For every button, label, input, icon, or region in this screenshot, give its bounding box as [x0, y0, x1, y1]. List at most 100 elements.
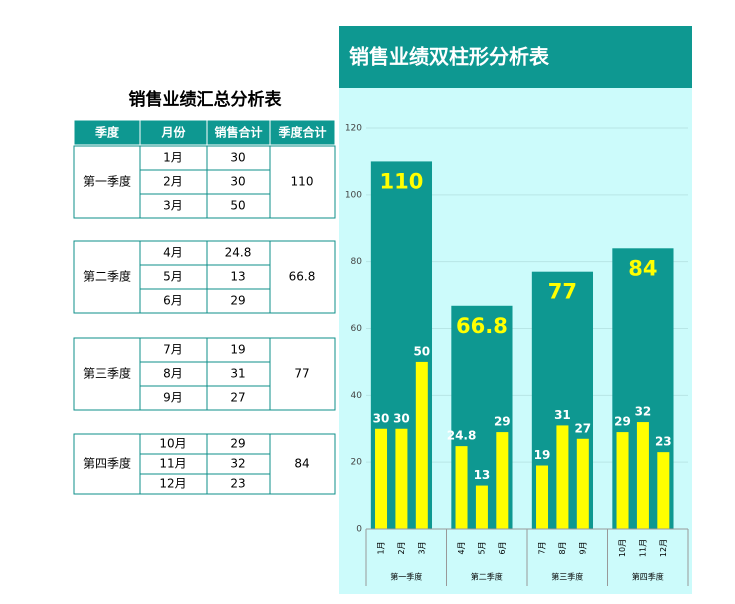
month-value: 30	[393, 411, 410, 425]
month-value: 19	[534, 448, 551, 462]
quarter-label: 84	[628, 256, 657, 280]
header-cell	[269, 119, 336, 146]
month-bar	[616, 432, 629, 529]
quarter-cell: 第三季度	[83, 366, 131, 381]
sales-cell: 30	[230, 175, 245, 189]
x-tick-label: 12月	[659, 539, 668, 557]
y-tick-label: 100	[345, 190, 362, 200]
x-tick-label: 4月	[457, 541, 466, 554]
month-value: 29	[614, 415, 631, 429]
month-bar	[415, 361, 428, 529]
month-cell: 1月	[163, 151, 183, 165]
month-cell: 3月	[163, 199, 183, 213]
month-bar	[576, 438, 589, 529]
x-tick-label: 5月	[477, 541, 486, 554]
month-bar	[536, 465, 549, 529]
total-cell: 110	[291, 175, 314, 189]
x-tick-label: 3月	[417, 541, 426, 554]
sales-cell: 27	[230, 391, 245, 405]
quarter-cell: 第一季度	[83, 174, 131, 189]
quarter-label: 77	[548, 280, 577, 304]
quarter-label: 66.8	[456, 314, 508, 338]
chart-title-band	[339, 26, 692, 88]
month-cell: 2月	[163, 175, 183, 189]
y-tick-label: 40	[351, 391, 363, 401]
y-tick-label: 80	[351, 257, 363, 267]
month-value: 32	[635, 405, 652, 419]
header-cell	[73, 119, 141, 146]
month-bar	[395, 428, 408, 529]
month-cell: 6月	[163, 294, 183, 308]
x-tick-label: 11月	[638, 539, 647, 557]
block-border	[73, 145, 336, 219]
x-tick-label: 10月	[618, 539, 627, 557]
month-value: 23	[655, 435, 672, 449]
x-tick-label: 6月	[498, 541, 507, 554]
x-tick-label: 7月	[538, 541, 547, 554]
group-label: 第二季度	[471, 572, 503, 582]
month-bar	[475, 485, 488, 529]
month-value: 27	[574, 421, 591, 435]
month-cell: 4月	[163, 246, 183, 260]
y-tick-label: 20	[351, 458, 363, 468]
header-text: 月份	[160, 125, 186, 140]
table-title: 销售业绩汇总分析表	[129, 89, 283, 110]
block-border	[73, 337, 336, 411]
header-text: 季度合计	[277, 125, 326, 140]
sales-cell: 32	[230, 457, 245, 471]
block-border	[73, 240, 336, 314]
sales-cell: 29	[230, 294, 245, 308]
plot: 0 20 40 60 80 100 120 110 第一季度 30 1月 30 2月 50 3月 66.8 第二…	[345, 124, 689, 586]
y-tick-label: 0	[356, 525, 362, 535]
x-tick-label: 8月	[558, 541, 567, 554]
group-label: 第四季度	[632, 572, 664, 582]
y-tick-label: 60	[351, 324, 363, 334]
month-bar	[455, 446, 468, 529]
month-cell: 7月	[163, 343, 183, 357]
month-cell: 5月	[163, 270, 183, 284]
header-text: 季度	[94, 125, 120, 140]
group-label: 第三季度	[551, 572, 583, 582]
block-border	[73, 433, 336, 495]
y-tick-label: 120	[345, 124, 362, 134]
x-tick-label: 9月	[578, 541, 587, 554]
quarter-cell: 第二季度	[83, 269, 131, 284]
month-value: 29	[494, 415, 511, 429]
x-tick-label: 2月	[397, 541, 406, 554]
sales-cell: 29	[230, 437, 245, 451]
total-cell: 66.8	[289, 270, 316, 284]
header-text: 销售合计	[214, 125, 262, 140]
sales-cell: 50	[230, 199, 245, 213]
quarter-label: 110	[379, 169, 423, 193]
month-bar	[496, 432, 509, 529]
group-label: 第一季度	[390, 572, 422, 582]
total-cell: 77	[294, 367, 309, 381]
month-value: 31	[554, 408, 571, 422]
sales-cell: 24.8	[225, 246, 252, 260]
month-cell: 10月	[159, 437, 186, 451]
header-cell	[139, 119, 208, 146]
month-bar	[556, 425, 569, 529]
header-cell	[206, 119, 271, 146]
sales-cell: 23	[230, 477, 245, 491]
month-cell: 11月	[159, 457, 186, 471]
sales-cell: 31	[230, 367, 245, 381]
month-value: 13	[474, 468, 491, 482]
sales-cell: 13	[230, 270, 245, 284]
month-bar	[375, 428, 388, 529]
month-bar	[657, 452, 670, 529]
month-cell: 9月	[163, 391, 183, 405]
month-bar	[636, 422, 649, 529]
sales-cell: 30	[230, 151, 245, 165]
month-value: 24.8	[447, 429, 477, 443]
sales-cell: 19	[230, 343, 245, 357]
month-value: 30	[373, 411, 390, 425]
month-cell: 8月	[163, 367, 183, 381]
chart-title: 销售业绩双柱形分析表	[349, 45, 550, 69]
total-cell: 84	[294, 457, 309, 471]
x-tick-label: 1月	[377, 541, 386, 554]
quarter-cell: 第四季度	[83, 456, 131, 471]
month-cell: 12月	[159, 477, 186, 491]
